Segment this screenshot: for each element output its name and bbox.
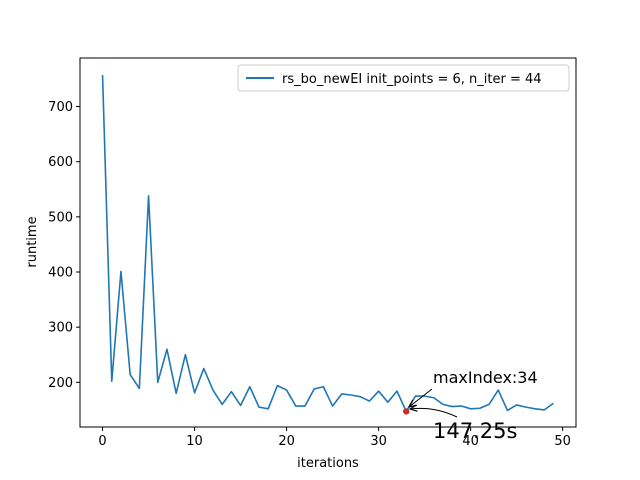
x-tick-label: 40: [462, 434, 479, 449]
y-axis-label: runtime: [25, 216, 40, 267]
annotation-layer: maxIndex:34 147.25s: [409, 368, 538, 443]
annotation-arrow-max-index: [409, 388, 433, 407]
plot-frame: [79, 57, 577, 428]
x-tick-label: 0: [98, 434, 106, 449]
x-tick-label: 50: [554, 434, 571, 449]
y-tick-label: 300: [48, 321, 73, 336]
x-axis-label: iterations: [297, 456, 359, 471]
x-tick-label: 10: [186, 434, 203, 449]
x-tick-label: 20: [278, 434, 295, 449]
series-layer: [101, 75, 554, 415]
y-tick-label: 400: [48, 266, 73, 281]
x-axis-ticks: 0 10 20 30 40 50: [98, 427, 571, 449]
x-tick-label: 30: [370, 434, 387, 449]
y-tick-label: 200: [48, 376, 73, 391]
y-tick-label: 500: [48, 210, 73, 225]
y-axis-ticks: 200 300 400 500 600 700: [48, 100, 80, 391]
annotation-max-index: maxIndex:34: [433, 368, 538, 387]
legend-box: [237, 64, 570, 92]
legend-entry: rs_bo_newEI init_points = 6, n_iter = 44: [282, 72, 542, 87]
y-tick-label: 700: [48, 100, 73, 115]
legend: rs_bo_newEI init_points = 6, n_iter = 44: [237, 64, 570, 92]
series-line: [101, 75, 554, 413]
min-runtime-point: [403, 408, 410, 415]
annotation-arrow-runtime-value: [410, 408, 458, 418]
annotation-runtime-value: 147.25s: [433, 419, 517, 443]
y-tick-label: 600: [48, 155, 73, 170]
